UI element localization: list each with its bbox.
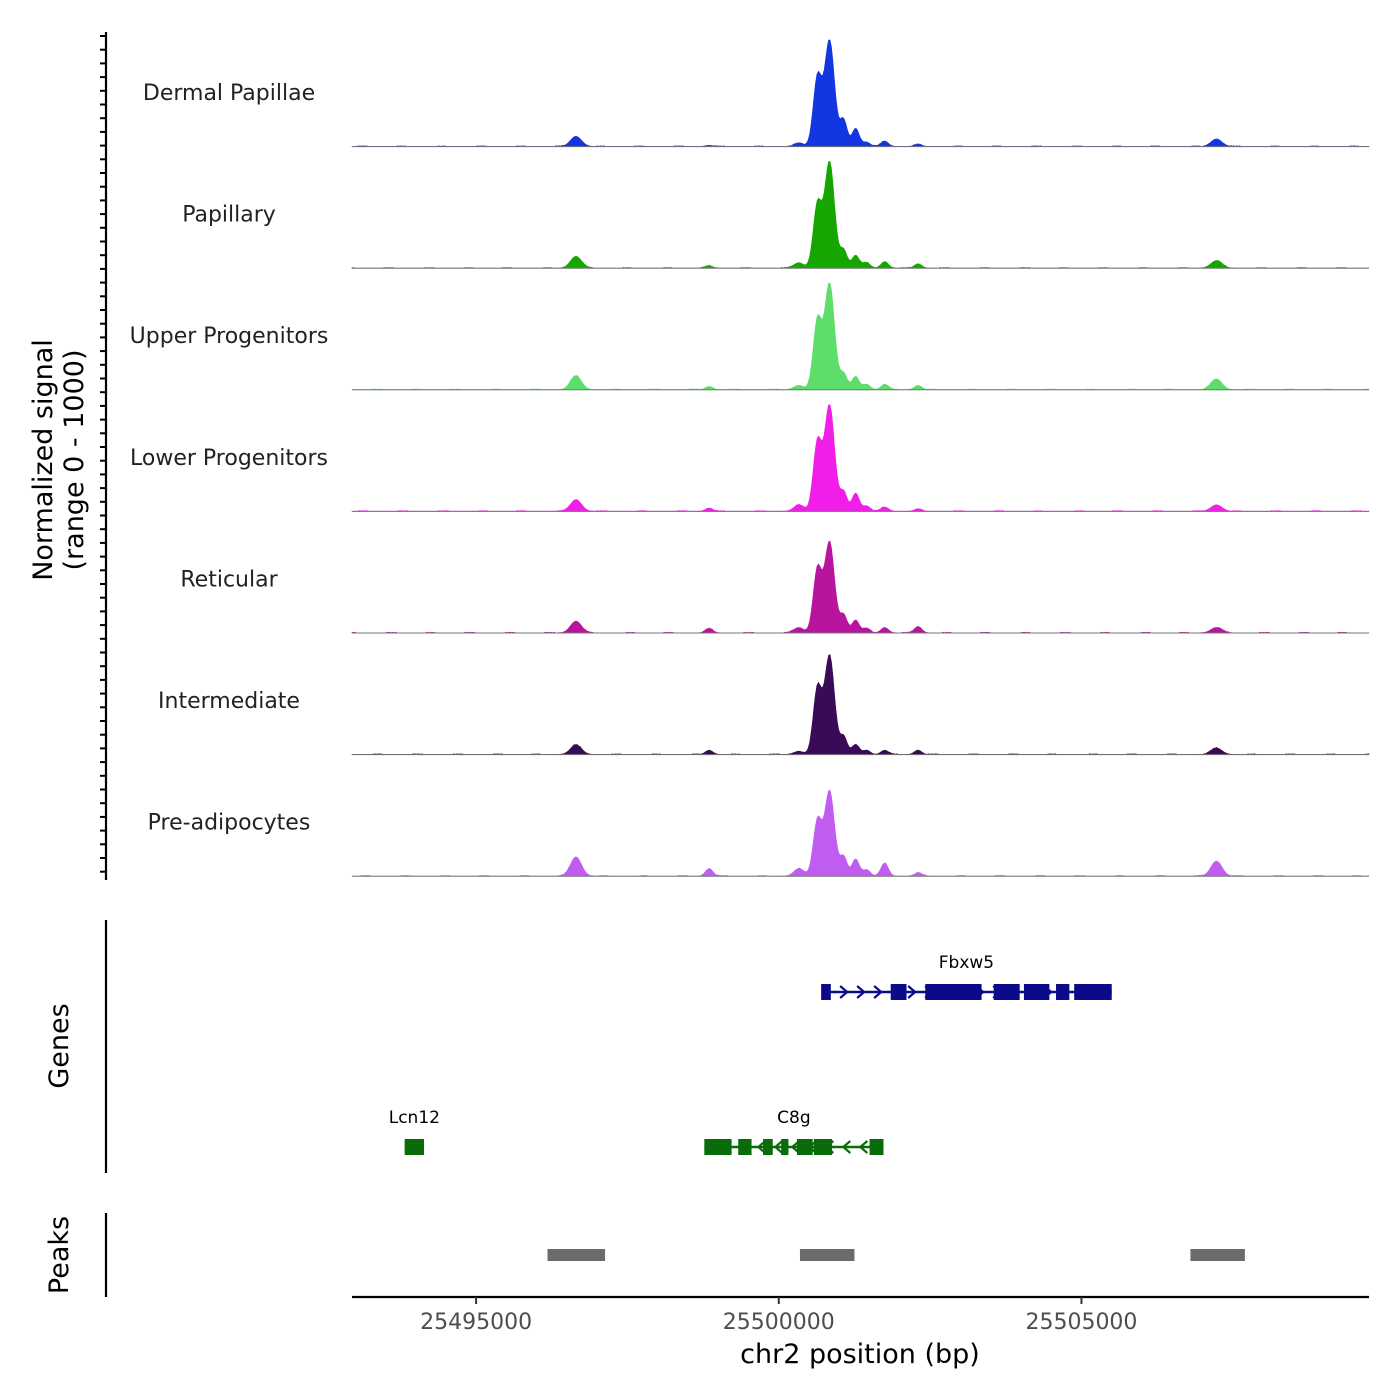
gene-lcn12: Lcn12 bbox=[389, 1108, 440, 1155]
track-lower-progenitors: Lower Progenitors bbox=[130, 404, 1370, 512]
gene-label: Fbxw5 bbox=[939, 953, 994, 973]
gene-fbxw5: Fbxw5 bbox=[821, 953, 1112, 1000]
gene-exon bbox=[1056, 984, 1070, 1000]
track-reticular: Reticular bbox=[180, 540, 1370, 634]
gene-exon bbox=[925, 984, 982, 1000]
signal-area bbox=[351, 39, 1370, 147]
signal-area bbox=[351, 161, 1370, 269]
gene-exon bbox=[1023, 984, 1050, 1000]
gene-exon bbox=[813, 1139, 833, 1155]
track-upper-progenitors: Upper Progenitors bbox=[130, 282, 1370, 391]
signal-area bbox=[351, 282, 1370, 391]
gene-exon bbox=[404, 1139, 425, 1155]
strand-arrow bbox=[839, 985, 849, 999]
gene-label: Lcn12 bbox=[389, 1108, 440, 1128]
signal-area bbox=[351, 540, 1370, 634]
gene-exon bbox=[869, 1139, 884, 1155]
peak-bar bbox=[799, 1249, 855, 1261]
gene-exon bbox=[890, 984, 907, 1000]
signal-area bbox=[351, 789, 1370, 877]
x-tick-label: 25505000 bbox=[1025, 1310, 1137, 1335]
track-label: Papillary bbox=[182, 203, 276, 228]
peaks-axis-title: Peaks bbox=[44, 1216, 75, 1294]
gene-exon bbox=[704, 1139, 732, 1155]
track-label: Dermal Papillae bbox=[143, 81, 315, 106]
coverage-tracks: Dermal Papillae Papillary Upper Progenitor… bbox=[130, 39, 1370, 877]
gene-exon bbox=[821, 984, 831, 1000]
track-papillary: Papillary bbox=[182, 161, 1370, 269]
peak-bar bbox=[547, 1249, 606, 1261]
gene-annotation-track: Fbxw5 Lcn12 C8g bbox=[389, 953, 1112, 1155]
x-axis-title: chr2 position (bp) bbox=[740, 1339, 980, 1370]
signal-area bbox=[351, 404, 1370, 512]
gene-exon bbox=[763, 1139, 773, 1155]
signal-area bbox=[351, 654, 1370, 755]
gene-exon bbox=[1074, 984, 1112, 1000]
track-label: Reticular bbox=[180, 567, 278, 592]
genes-axis-title: Genes bbox=[44, 1003, 75, 1088]
x-tick-label: 25495000 bbox=[420, 1310, 532, 1335]
track-label: Lower Progenitors bbox=[130, 446, 328, 471]
strand-arrow bbox=[756, 1140, 767, 1154]
signal-y-axis-ticks bbox=[100, 35, 106, 873]
strand-arrow bbox=[858, 1140, 869, 1154]
x-tick-label: 25500000 bbox=[723, 1310, 835, 1335]
track-pre-adipocytes: Pre-adipocytes bbox=[148, 789, 1370, 877]
strand-arrow bbox=[841, 1140, 852, 1154]
x-axis-ticks: 25495000 25500000 25505000 bbox=[420, 1297, 1137, 1335]
strand-arrow bbox=[907, 985, 917, 999]
y-axis-title-line2: (range 0 - 1000) bbox=[59, 350, 90, 571]
gene-c8g: C8g bbox=[704, 1108, 884, 1155]
gene-label: C8g bbox=[777, 1108, 810, 1128]
peak-track bbox=[547, 1249, 1245, 1261]
track-intermediate: Intermediate bbox=[158, 654, 1370, 756]
strand-arrow bbox=[856, 985, 866, 999]
strand-arrow bbox=[773, 1140, 784, 1154]
y-axis-title-line1: Normalized signal bbox=[28, 339, 59, 581]
track-dermal-papillae: Dermal Papillae bbox=[143, 39, 1370, 148]
track-label: Pre-adipocytes bbox=[148, 811, 311, 836]
track-label: Intermediate bbox=[158, 689, 300, 714]
gene-exon bbox=[738, 1139, 752, 1155]
gene-exon bbox=[781, 1139, 789, 1155]
track-label: Upper Progenitors bbox=[130, 324, 329, 349]
gene-exon bbox=[993, 984, 1020, 1000]
strand-arrow bbox=[873, 985, 883, 999]
peak-bar bbox=[1190, 1249, 1245, 1261]
gene-exon bbox=[796, 1139, 813, 1155]
